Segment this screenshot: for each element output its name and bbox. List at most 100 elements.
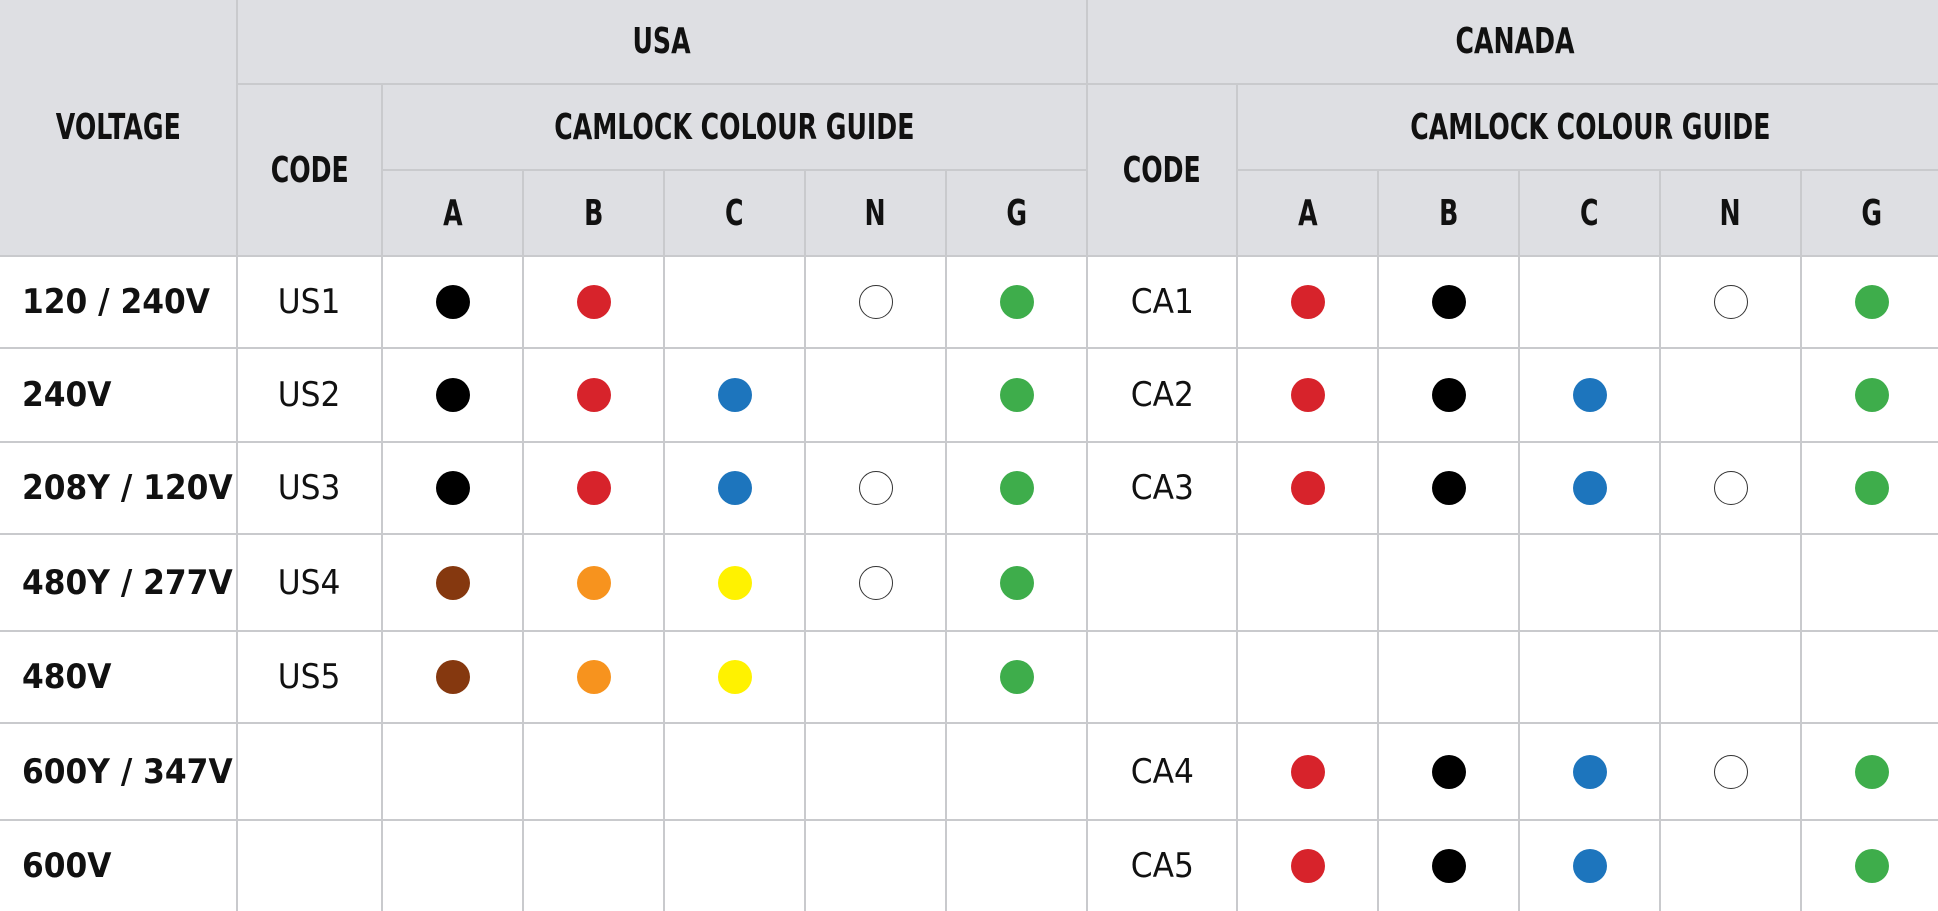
red-dot-icon <box>576 285 611 319</box>
ca-code-header: CODE <box>1086 83 1238 257</box>
green-dot-icon <box>1855 285 1889 319</box>
ca-cell-n <box>1659 255 1802 349</box>
us-cell-a <box>381 819 524 911</box>
ca-code-cell <box>1086 630 1238 724</box>
ca-cell-g <box>1799 722 1938 821</box>
us-cell-c <box>663 630 806 724</box>
us-cell-n <box>804 441 947 535</box>
blue-dot-icon <box>1572 754 1607 789</box>
ca-cell-b <box>1377 347 1520 443</box>
blue-dot-icon <box>1572 849 1607 883</box>
green-dot-icon <box>1855 849 1889 883</box>
black-dot-icon <box>1431 471 1466 505</box>
voltage-cell: 480Y / 277V <box>0 533 238 632</box>
green-dot-icon <box>1855 378 1889 412</box>
black-dot-icon <box>435 378 470 412</box>
us-cell-b <box>522 441 665 535</box>
white-dot-icon <box>858 471 893 505</box>
us-camlock-guide-header: CAMLOCK COLOUR GUIDE <box>381 83 1088 171</box>
ca-cell-b <box>1377 255 1520 349</box>
us-cell-b <box>522 722 665 821</box>
table-row: 208Y / 120V US3 CA3 <box>0 441 1938 535</box>
us-cell-c <box>663 533 806 632</box>
white-dot-icon <box>1713 471 1748 505</box>
us-cell-c <box>663 722 806 821</box>
us-cell-c <box>663 255 806 349</box>
us-cell-g <box>945 819 1088 911</box>
voltage-cell: 120 / 240V <box>0 255 238 349</box>
ca-cell-c <box>1518 441 1661 535</box>
us-cell-g <box>945 630 1088 724</box>
ca-cell-n <box>1659 533 1802 632</box>
ca-code-cell <box>1086 533 1238 632</box>
green-dot-icon <box>999 285 1034 319</box>
us-code-cell <box>236 722 383 821</box>
us-cell-a <box>381 722 524 821</box>
us-cell-a <box>381 533 524 632</box>
green-dot-icon <box>999 660 1034 694</box>
ca-cell-g <box>1799 441 1938 535</box>
table-row: 600Y / 347V CA4 <box>0 722 1938 821</box>
black-dot-icon <box>1431 754 1466 789</box>
blue-dot-icon <box>717 378 752 412</box>
ca-code-cell: CA3 <box>1086 441 1238 535</box>
us-cell-n <box>804 630 947 724</box>
red-dot-icon <box>1290 471 1325 505</box>
ca-cell-c <box>1518 533 1661 632</box>
us-col-g: G <box>945 169 1088 257</box>
us-col-n: N <box>804 169 947 257</box>
us-cell-n <box>804 722 947 821</box>
us-cell-n <box>804 347 947 443</box>
ca-cell-n <box>1659 819 1802 911</box>
us-col-a: A <box>381 169 524 257</box>
us-cell-n <box>804 255 947 349</box>
ca-cell-n <box>1659 441 1802 535</box>
us-code-cell: US4 <box>236 533 383 632</box>
us-cell-c <box>663 441 806 535</box>
black-dot-icon <box>1431 285 1466 319</box>
us-cell-a <box>381 630 524 724</box>
us-cell-b <box>522 533 665 632</box>
ca-cell-g <box>1799 819 1938 911</box>
black-dot-icon <box>1431 378 1466 412</box>
table-row: 480V US5 <box>0 630 1938 724</box>
us-cell-b <box>522 630 665 724</box>
red-dot-icon <box>576 471 611 505</box>
red-dot-icon <box>1290 849 1325 883</box>
black-dot-icon <box>435 471 470 505</box>
us-cell-c <box>663 347 806 443</box>
voltage-cell: 480V <box>0 630 238 724</box>
ca-cell-c <box>1518 630 1661 724</box>
voltage-cell: 208Y / 120V <box>0 441 238 535</box>
table-row: 600V CA5 <box>0 819 1938 911</box>
ca-cell-b <box>1377 533 1520 632</box>
ca-cell-c <box>1518 819 1661 911</box>
orange-dot-icon <box>576 660 611 694</box>
table-body: 120 / 240V US1 CA1 240V US2 CA2 208Y / 120V US3… <box>0 255 1938 911</box>
white-dot-icon <box>858 565 893 600</box>
ca-cell-a <box>1236 533 1379 632</box>
black-dot-icon <box>1431 849 1466 883</box>
white-dot-icon <box>1713 285 1748 319</box>
green-dot-icon <box>1855 471 1889 505</box>
table-row: 480Y / 277V US4 <box>0 533 1938 632</box>
us-cell-a <box>381 347 524 443</box>
blue-dot-icon <box>1572 471 1607 505</box>
green-dot-icon <box>999 565 1034 600</box>
ca-cell-g <box>1799 533 1938 632</box>
ca-cell-b <box>1377 819 1520 911</box>
brown-dot-icon <box>435 660 470 694</box>
ca-cell-a <box>1236 630 1379 724</box>
ca-cell-a <box>1236 819 1379 911</box>
us-cell-b <box>522 347 665 443</box>
us-code-cell: US3 <box>236 441 383 535</box>
us-code-cell: US2 <box>236 347 383 443</box>
us-col-b: B <box>522 169 665 257</box>
ca-camlock-guide-header: CAMLOCK COLOUR GUIDE <box>1235 83 1938 171</box>
blue-dot-icon <box>1572 378 1607 412</box>
green-dot-icon <box>1855 754 1889 789</box>
white-dot-icon <box>858 285 893 319</box>
voltage-cell: 240V <box>0 347 238 443</box>
ca-col-b: B <box>1377 169 1520 257</box>
